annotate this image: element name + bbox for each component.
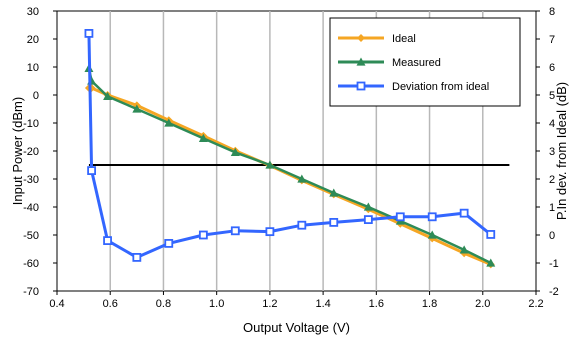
x-tick-label: 2.0 (475, 298, 490, 310)
y2-tick-label: 4 (549, 118, 555, 130)
y2-tick-label: 2 (549, 174, 555, 186)
legend-label: Measured (392, 57, 441, 69)
y-tick-label: 20 (27, 34, 39, 46)
series (84, 63, 496, 267)
y2-tick-label: 1 (549, 202, 555, 214)
x-tick-label: 2.2 (528, 298, 543, 310)
y-tick-label: -50 (23, 230, 39, 242)
x-tick-label: 1.4 (315, 298, 330, 310)
triangle-marker (329, 188, 339, 197)
diamond-marker (357, 34, 365, 42)
x-tick-label: 1.0 (209, 298, 224, 310)
series-layer (84, 28, 510, 269)
triangle-marker (363, 202, 373, 211)
x-tick-label: 1.6 (369, 298, 384, 310)
square-marker (84, 28, 94, 38)
square-marker (356, 81, 366, 91)
triangle-marker (230, 147, 240, 156)
y2-tick-label: 8 (549, 6, 555, 18)
y2-tick-label: -2 (549, 286, 559, 298)
series (84, 28, 496, 262)
y2-tick-label: 0 (549, 230, 555, 242)
triangle-marker (459, 245, 469, 254)
square-marker (459, 208, 469, 218)
y-tick-label: -60 (23, 258, 39, 270)
y2-tick-label: 3 (549, 146, 555, 158)
y-tick-label: -70 (23, 286, 39, 298)
triangle-marker (164, 118, 174, 127)
square-marker (427, 212, 437, 222)
square-marker (164, 238, 174, 248)
x-tick-label: 0.4 (49, 298, 64, 310)
x-tick-label: 0.8 (156, 298, 171, 310)
legend-label: Ideal (392, 33, 416, 45)
legend-label: Deviation from ideal (392, 81, 489, 93)
axes: 0.4 0.6 0.8 1.0 1.2 1.4 1.6 1.8 2.0 2.23020100-10… (23, 6, 559, 310)
y-tick-label: -20 (23, 146, 39, 158)
square-marker (103, 236, 112, 246)
y-tick-label: -40 (23, 202, 39, 214)
x-tick-label: 1.8 (422, 298, 437, 310)
x-axis-label: Output Voltage (V) (243, 320, 350, 335)
square-marker (395, 212, 405, 222)
y2-tick-label: 7 (549, 34, 555, 46)
legend: Ideal Measured Deviation from ideal (329, 17, 521, 107)
y-tick-label: 10 (27, 62, 39, 74)
triangle-marker (132, 104, 142, 113)
y2-axis-label: P.In dev. from Ideal (dB) (554, 82, 569, 220)
x-tick-label: 1.2 (262, 298, 277, 310)
y2-tick-label: -1 (549, 258, 559, 270)
y-axis-label: Input Power (dBm) (10, 97, 25, 205)
square-marker (132, 252, 142, 262)
triangle-marker (486, 258, 496, 267)
y2-tick-label: 6 (549, 62, 555, 74)
square-marker (329, 217, 339, 227)
triangle-marker (356, 57, 366, 66)
y2-tick-label: 5 (549, 90, 555, 102)
square-marker (363, 215, 373, 225)
square-marker (198, 230, 208, 240)
square-marker (87, 166, 96, 176)
square-marker (297, 220, 307, 230)
square-marker (265, 227, 275, 237)
triangle-marker (265, 160, 275, 169)
triangle-marker (427, 230, 437, 239)
x-tick-label: 0.6 (103, 298, 118, 310)
y-tick-label: -30 (23, 174, 39, 186)
y-tick-label: -10 (23, 118, 39, 130)
y-tick-label: 30 (27, 6, 39, 18)
triangle-marker (297, 174, 307, 183)
square-marker (230, 226, 240, 236)
triangle-marker (103, 91, 113, 100)
triangle-marker (198, 133, 208, 142)
square-marker (486, 230, 496, 239)
y-tick-label: 0 (33, 90, 39, 102)
